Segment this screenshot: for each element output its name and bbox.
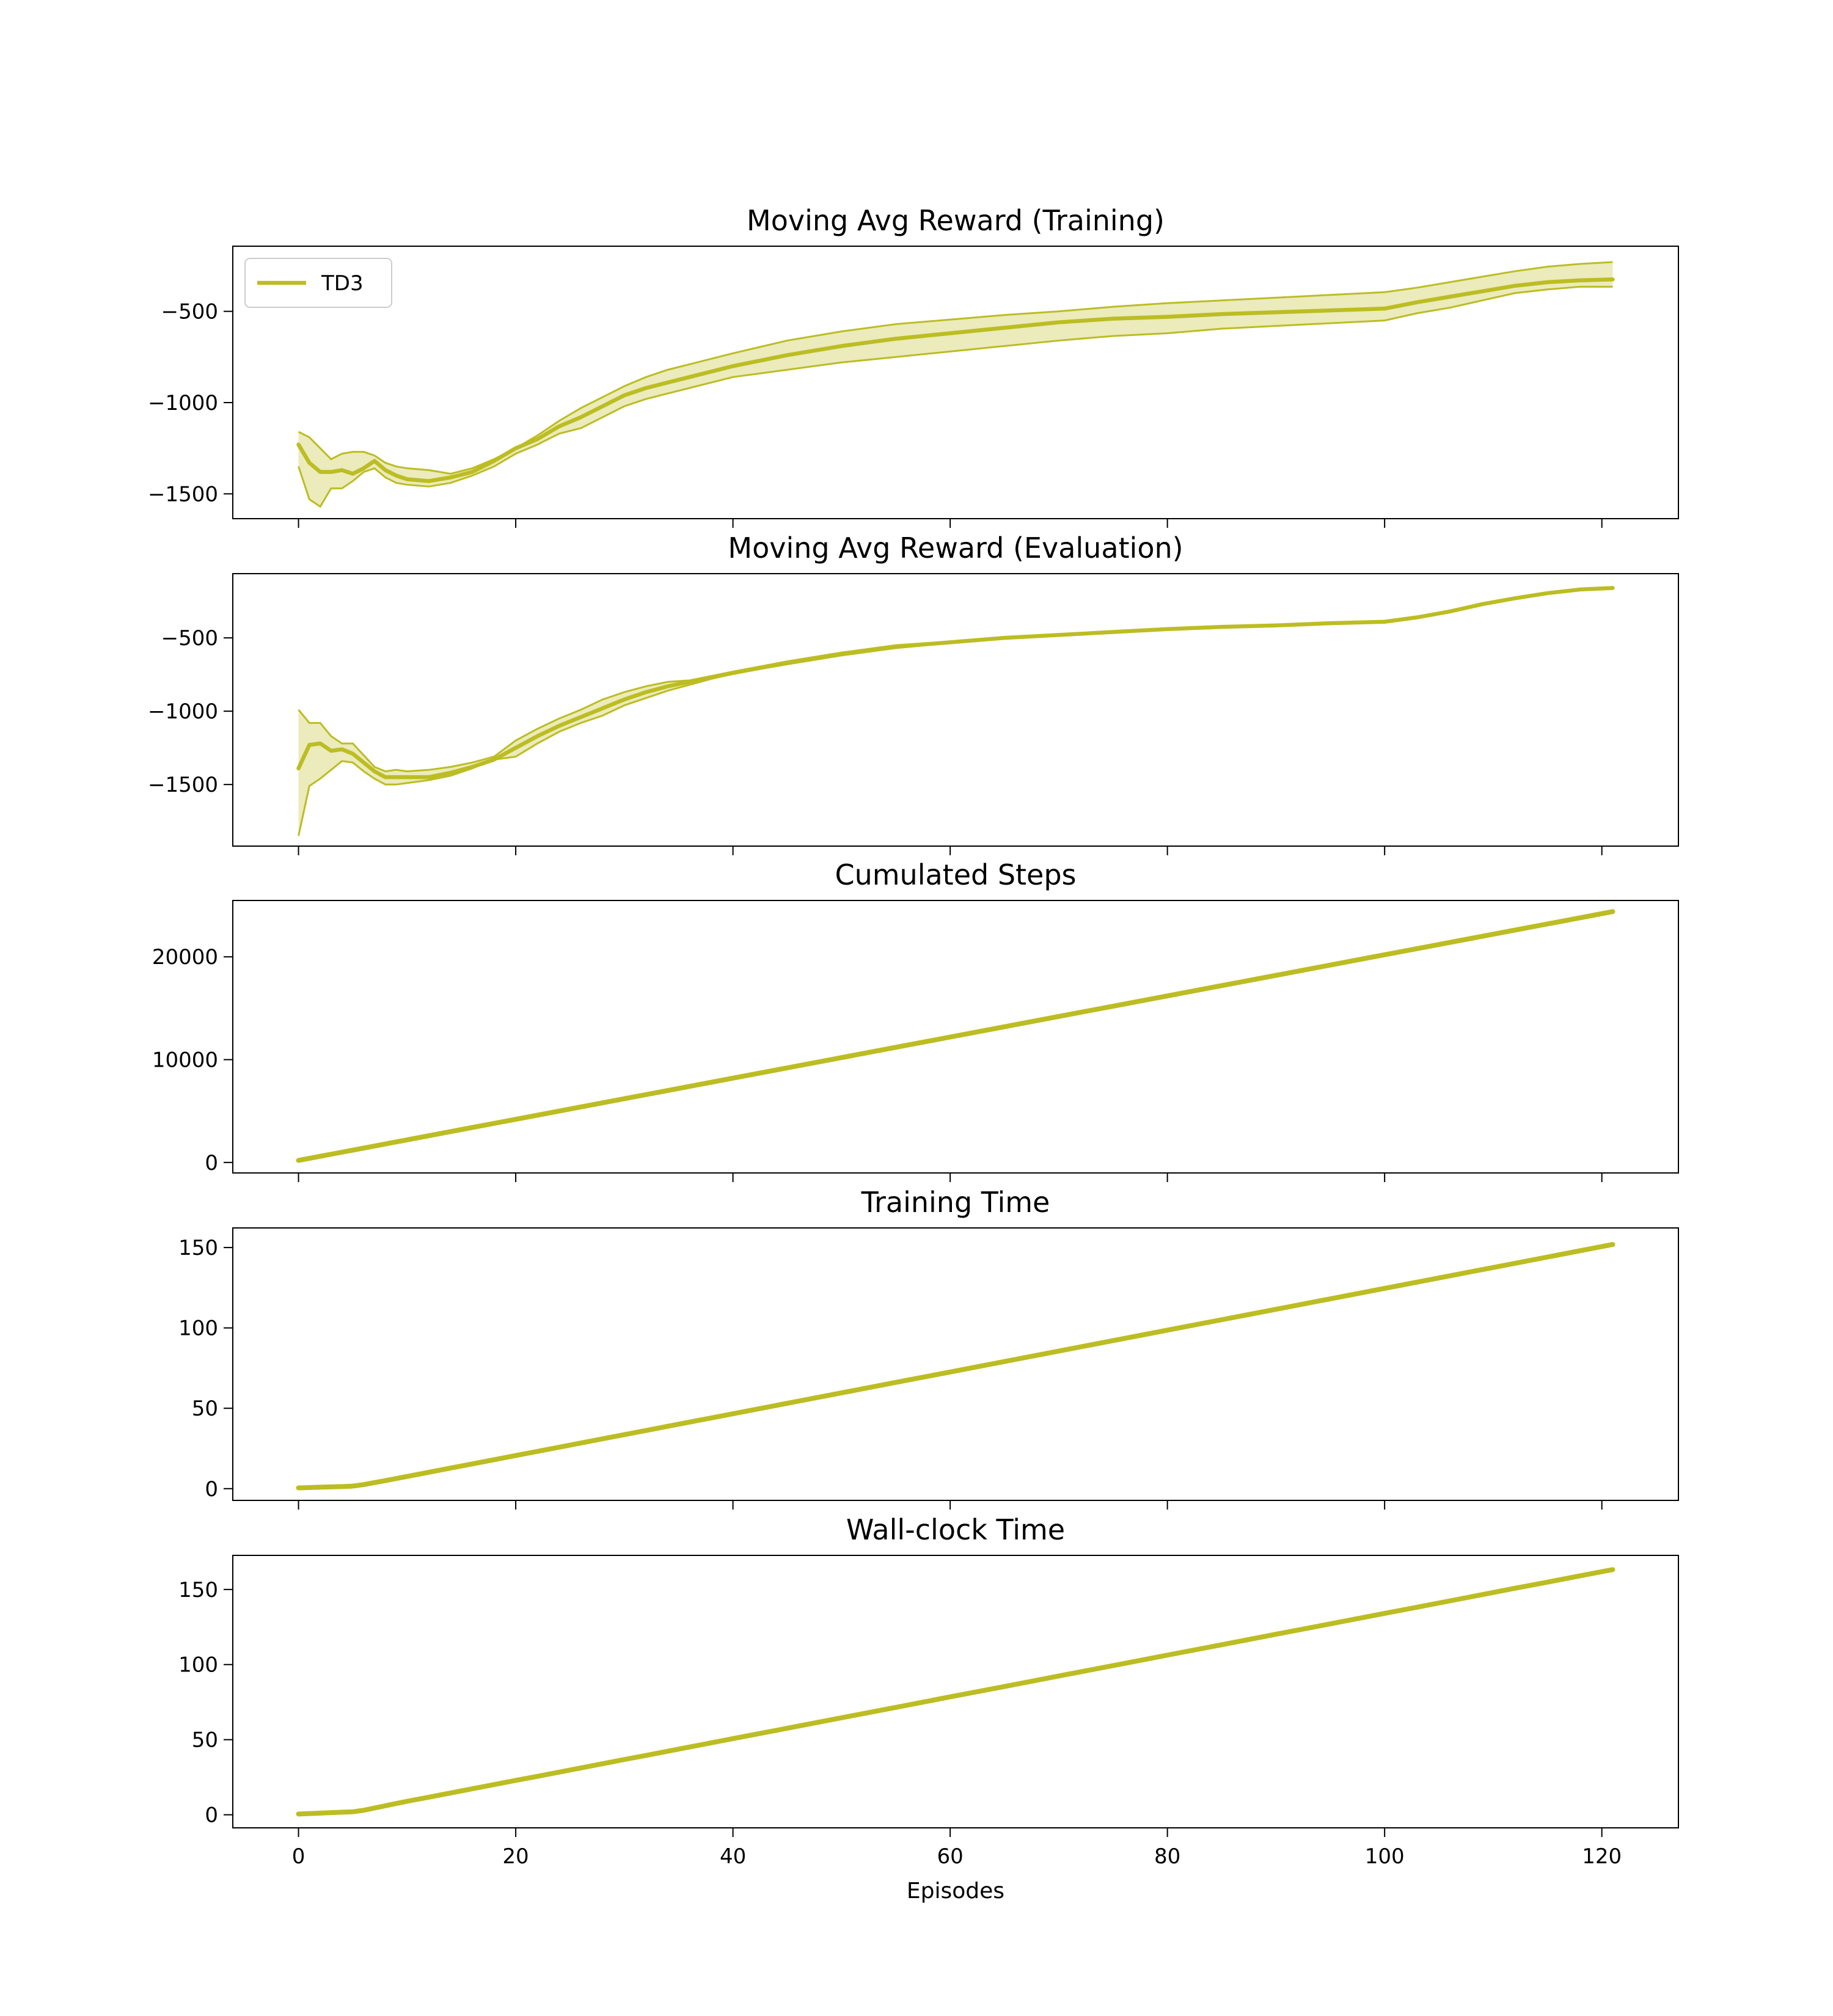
axes-frame xyxy=(232,246,1679,519)
axes-frame xyxy=(232,573,1679,847)
line xyxy=(296,1242,1615,1491)
axes-frame xyxy=(232,1227,1679,1501)
y-tick-label: −1500 xyxy=(148,773,218,797)
y-tick-label: 20000 xyxy=(152,945,218,970)
band xyxy=(298,261,1613,507)
y-tick-label: 0 xyxy=(205,1803,218,1828)
subplot-title: Wall-clock Time xyxy=(846,1513,1065,1546)
axes-frame xyxy=(232,900,1679,1174)
y-tick-label: 150 xyxy=(178,1236,218,1260)
line xyxy=(296,1567,1615,1817)
legend-label: TD3 xyxy=(321,271,364,296)
x-axis-label: Episodes xyxy=(907,1879,1004,1904)
subplot-title: Training Time xyxy=(861,1186,1050,1219)
y-tick-label: −500 xyxy=(161,626,218,651)
band-edge xyxy=(298,588,1613,836)
x-tick-label: 100 xyxy=(1365,1844,1405,1869)
x-tick-label: 120 xyxy=(1582,1844,1622,1869)
y-tick-label: 150 xyxy=(178,1578,218,1602)
x-tick-label: 60 xyxy=(937,1844,963,1869)
x-tick-label: 80 xyxy=(1154,1844,1180,1869)
y-tick-label: 100 xyxy=(178,1653,218,1678)
y-tick-label: 50 xyxy=(192,1397,218,1421)
subplot-title: Moving Avg Reward (Evaluation) xyxy=(728,531,1183,564)
y-tick-label: −1000 xyxy=(148,699,218,724)
y-tick-label: −1000 xyxy=(148,391,218,415)
axes-frame xyxy=(232,1555,1679,1828)
legend-box xyxy=(244,258,392,308)
band-edge xyxy=(298,586,1613,773)
x-tick-label: 0 xyxy=(292,1844,306,1869)
y-tick-label: 100 xyxy=(178,1317,218,1341)
band-edge xyxy=(298,261,1613,475)
x-tick-label: 40 xyxy=(720,1844,746,1869)
subplot-title: Cumulated Steps xyxy=(835,858,1076,891)
band xyxy=(298,587,1613,836)
band-edge xyxy=(298,285,1613,508)
line xyxy=(296,277,1615,483)
subplot-title: Moving Avg Reward (Training) xyxy=(747,204,1165,237)
line xyxy=(296,909,1615,1163)
x-tick-label: 20 xyxy=(502,1844,529,1869)
y-tick-label: −1500 xyxy=(148,482,218,506)
y-tick-label: 0 xyxy=(205,1151,218,1175)
y-tick-label: 10000 xyxy=(152,1048,218,1073)
y-tick-label: 50 xyxy=(192,1728,218,1753)
y-tick-label: 0 xyxy=(205,1477,218,1502)
line xyxy=(296,586,1615,780)
y-tick-label: −500 xyxy=(161,300,218,324)
